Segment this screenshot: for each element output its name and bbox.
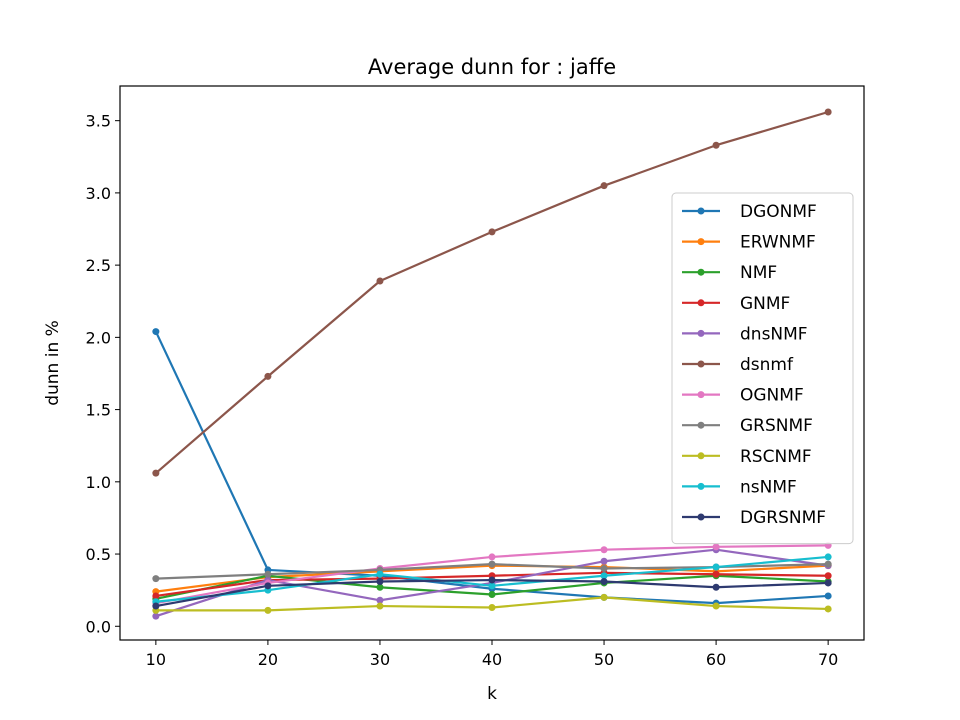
y-tick-label: 1.0	[86, 473, 111, 492]
legend-marker-OGNMF	[697, 391, 705, 399]
data-point-dsnmf	[264, 372, 272, 380]
data-point-GRSNMF	[488, 560, 496, 568]
legend-label-dsnmf: dsnmf	[740, 355, 794, 375]
legend-label-NMF: NMF	[740, 263, 777, 283]
legend-label-DGRSNMF: DGRSNMF	[740, 508, 826, 528]
data-point-NMF	[376, 583, 384, 591]
legend-marker-RSCNMF	[697, 452, 705, 460]
x-tick-label: 50	[594, 650, 614, 669]
data-point-DGRSNMF	[264, 582, 272, 590]
data-point-RSCNMF	[712, 602, 720, 610]
legend-label-RSCNMF: RSCNMF	[740, 447, 812, 467]
legend-marker-NMF	[697, 268, 705, 276]
data-point-NMF	[488, 590, 496, 598]
y-tick-label: 2.0	[86, 328, 111, 347]
y-tick-label: 3.5	[86, 112, 111, 131]
data-point-GRSNMF	[264, 570, 272, 578]
data-point-dsnmf	[152, 469, 160, 477]
axes-frame	[119, 85, 865, 641]
data-point-nsNMF	[600, 572, 608, 580]
legend-marker-DGONMF	[697, 207, 705, 215]
legend-marker-ERWNMF	[697, 238, 705, 246]
data-point-nsNMF	[712, 563, 720, 571]
x-axis-label: k	[487, 684, 497, 704]
x-tick-label: 40	[482, 650, 502, 669]
legend-label-OGNMF: OGNMF	[740, 386, 804, 406]
data-point-RSCNMF	[376, 602, 384, 610]
legend-label-nsNMF: nsNMF	[740, 477, 797, 497]
data-point-DGONMF	[152, 328, 160, 336]
data-point-dnsNMF	[600, 557, 608, 565]
legend-marker-dnsNMF	[697, 329, 705, 337]
data-point-DGRSNMF	[152, 602, 160, 610]
legend-marker-GRSNMF	[697, 421, 705, 429]
y-tick-label: 2.5	[86, 256, 111, 275]
chart-title: Average dunn for : jaffe	[368, 55, 616, 79]
data-point-dsnmf	[600, 182, 608, 190]
x-tick-label: 20	[258, 650, 278, 669]
data-point-dsnmf	[712, 141, 720, 149]
legend-marker-nsNMF	[697, 482, 705, 490]
plot-area: 10 20 30 40 50 60 70 0.0 0.5 1.0 1.5 2.0 2.5 3.0 3.5	[86, 85, 865, 669]
data-point-OGNMF	[712, 543, 720, 551]
data-point-GRSNMF	[152, 575, 160, 583]
data-point-nsNMF	[488, 582, 496, 590]
data-point-dsnmf	[488, 228, 496, 236]
y-tick-label: 0.0	[86, 617, 111, 636]
legend-label-GRSNMF: GRSNMF	[740, 416, 813, 436]
x-tick-label: 70	[818, 650, 838, 669]
data-point-nsNMF	[824, 553, 832, 561]
data-point-dsnmf	[376, 277, 384, 285]
data-point-RSCNMF	[600, 593, 608, 601]
data-point-GRSNMF	[600, 564, 608, 572]
x-tick-label: 60	[706, 650, 726, 669]
legend: DGONMF ERWNMF NMF GNMF dnsNMF dsnmf OGNMF GRSNM…	[671, 192, 854, 545]
y-tick-label: 1.5	[86, 401, 111, 420]
legend-marker-DGRSNMF	[697, 513, 705, 521]
data-point-DGRSNMF	[376, 577, 384, 585]
legend-label-GNMF: GNMF	[740, 294, 790, 314]
data-point-dnsNMF	[152, 612, 160, 620]
y-tick-label: 3.0	[86, 184, 111, 203]
x-tick-label: 30	[370, 650, 390, 669]
data-point-DGRSNMF	[824, 579, 832, 587]
data-point-OGNMF	[600, 546, 608, 554]
data-point-DGONMF	[824, 592, 832, 600]
data-point-nsNMF	[376, 570, 384, 578]
legend-label-ERWNMF: ERWNMF	[740, 233, 816, 253]
data-point-dsnmf	[824, 108, 832, 116]
x-tick-label: 10	[146, 650, 166, 669]
data-point-RSCNMF	[264, 606, 272, 614]
data-point-GRSNMF	[824, 560, 832, 568]
legend-marker-GNMF	[697, 299, 705, 307]
legend-label-DGONMF: DGONMF	[740, 202, 817, 222]
data-point-RSCNMF	[824, 605, 832, 613]
data-point-OGNMF	[488, 553, 496, 561]
data-point-DGRSNMF	[488, 576, 496, 584]
y-tick-label: 0.5	[86, 545, 111, 564]
data-point-DGRSNMF	[600, 577, 608, 585]
data-point-GNMF	[152, 592, 160, 600]
legend-label-dnsNMF: dnsNMF	[740, 324, 808, 344]
data-point-dnsNMF	[376, 596, 384, 604]
y-axis-label: dunn in %	[43, 320, 63, 406]
data-point-DGRSNMF	[712, 583, 720, 591]
data-point-GNMF	[824, 572, 832, 580]
data-point-GNMF	[712, 570, 720, 578]
data-point-RSCNMF	[488, 603, 496, 611]
legend-marker-dsnmf	[697, 360, 705, 368]
